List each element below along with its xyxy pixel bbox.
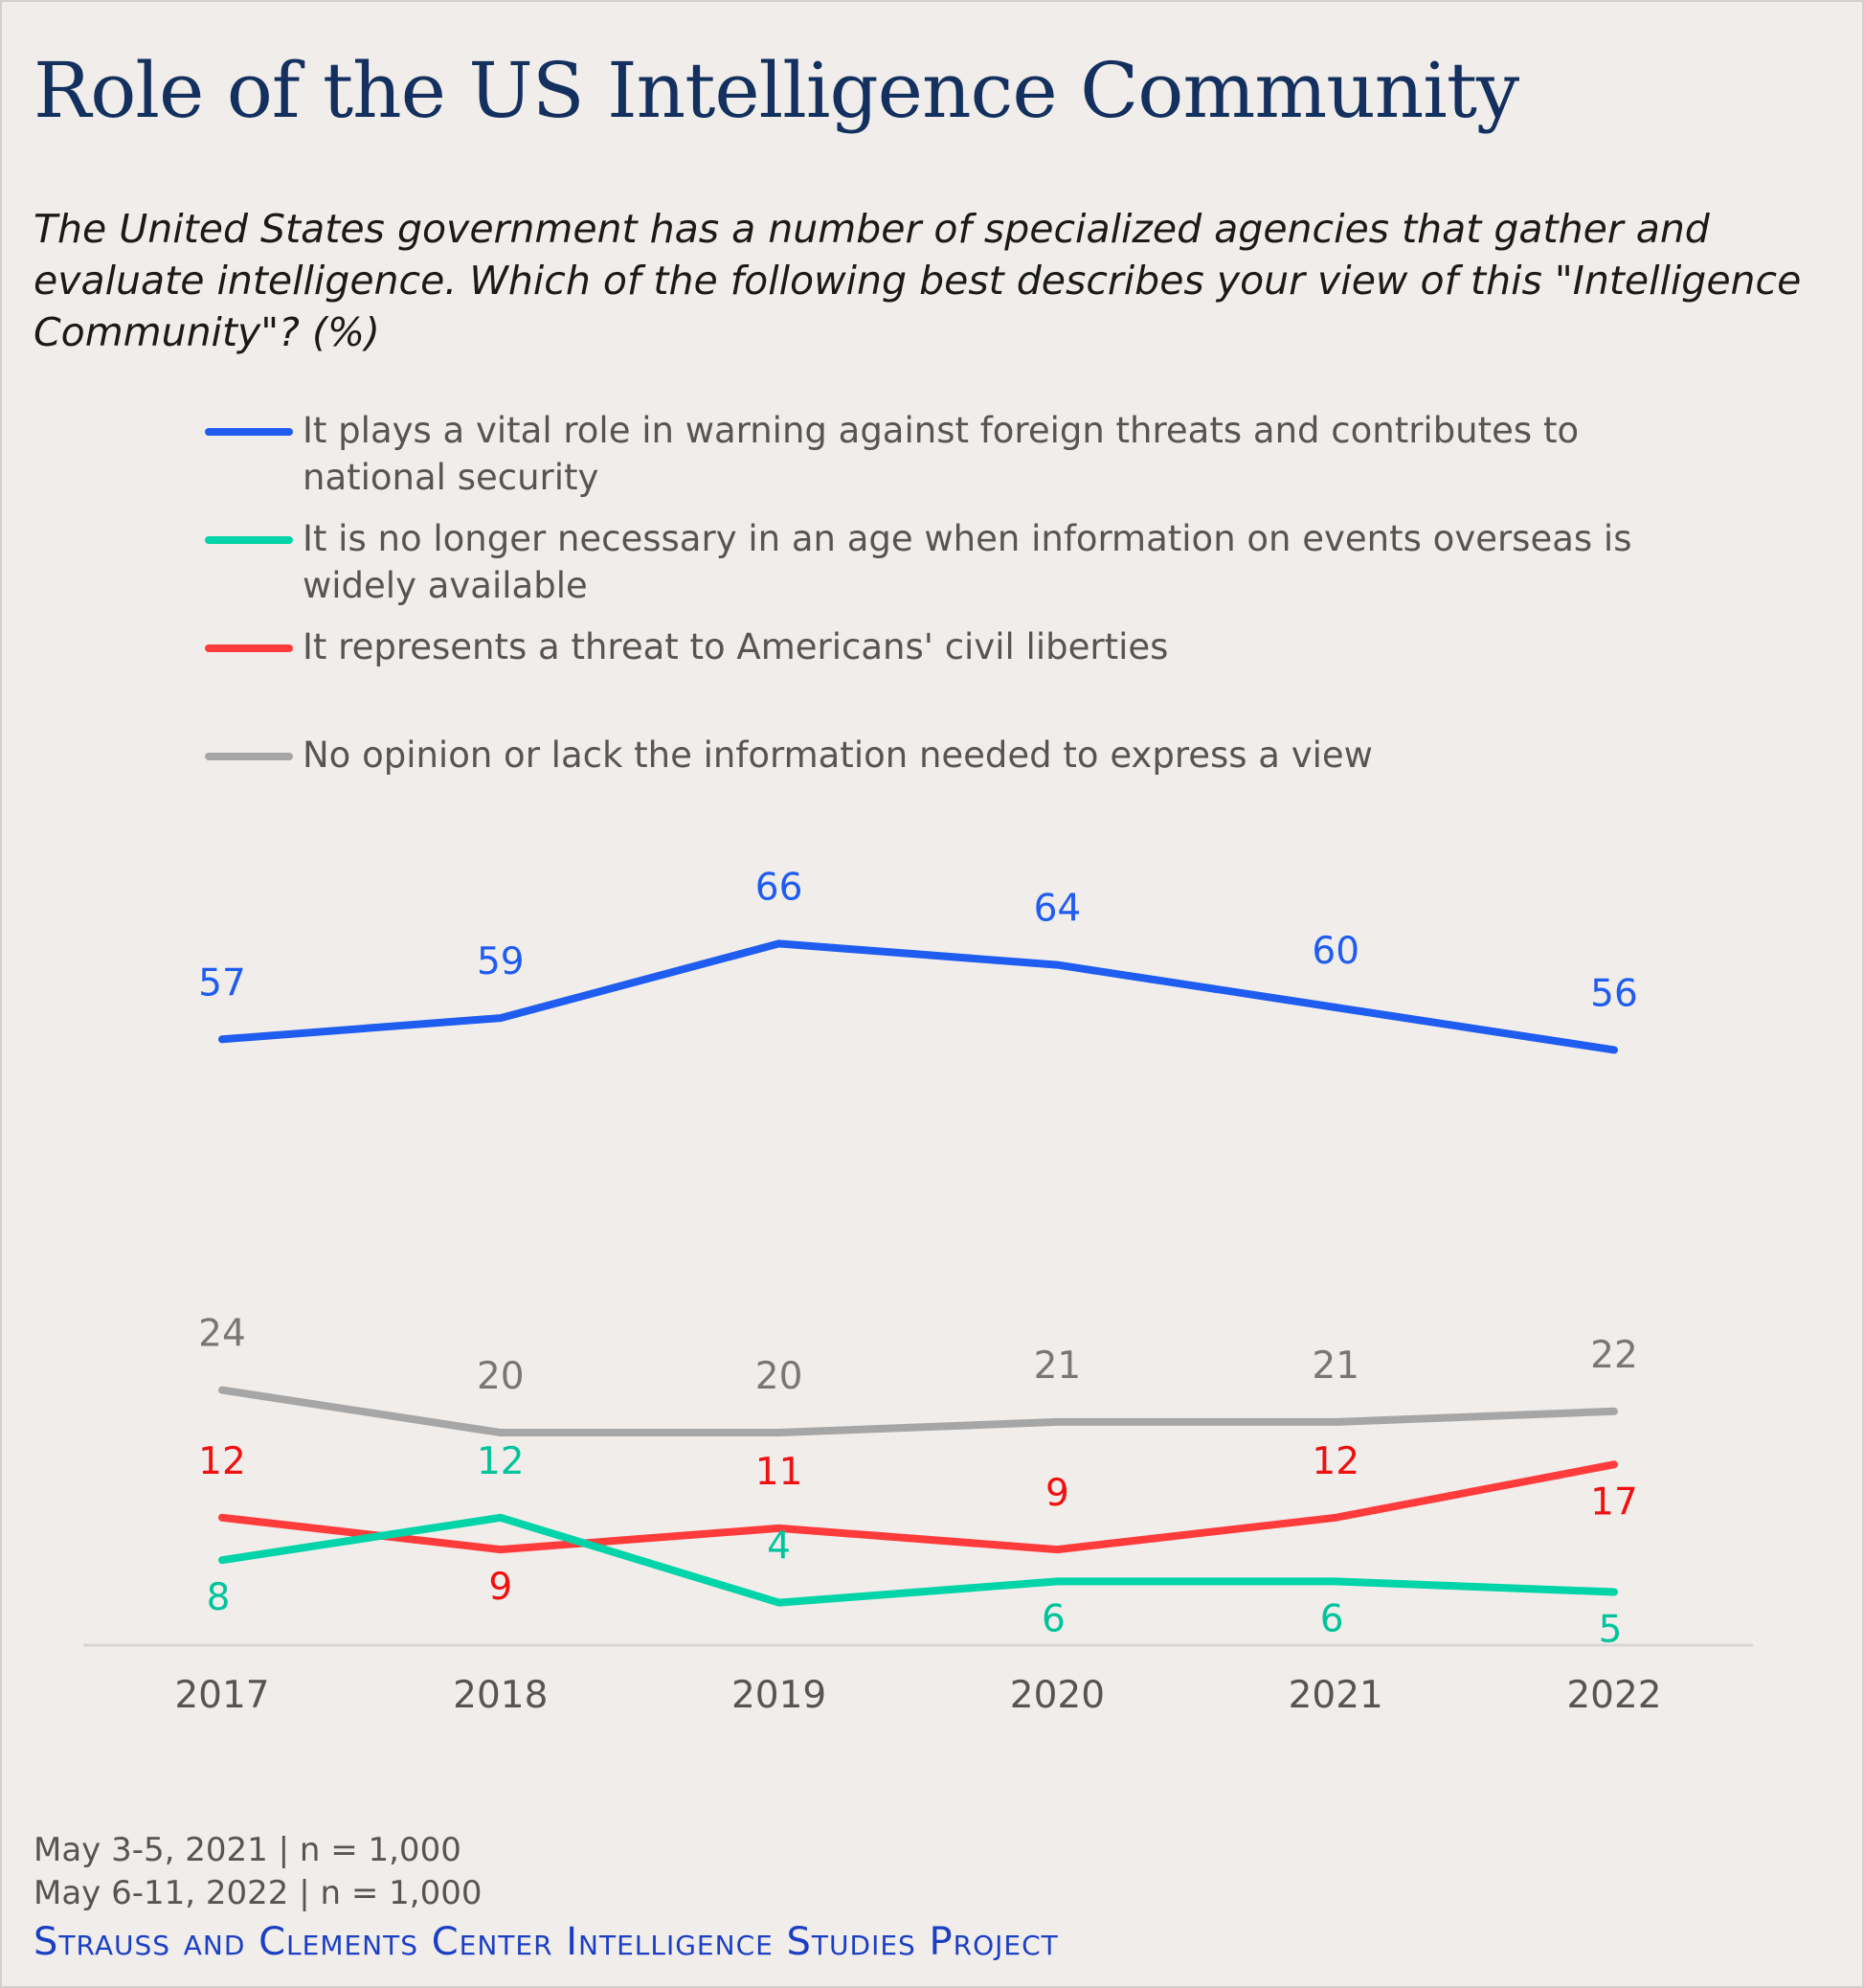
data-label: 6 [1320,1597,1344,1640]
data-label: 20 [477,1355,525,1398]
data-label: 60 [1312,930,1359,973]
data-label: 22 [1590,1334,1638,1377]
x-tick-label: 2022 [1566,1674,1661,1717]
series-line [218,939,1618,1054]
data-label: 64 [1034,888,1082,931]
chart-title: Role of the US Intelligence Community [34,46,1519,135]
legend-label: It plays a vital role in warning against… [303,410,1580,498]
legend-label: It is no longer necessary in an age when… [303,518,1632,606]
legend-swatch [205,753,293,760]
data-label: 12 [477,1440,525,1483]
x-tick-label: 2017 [174,1674,269,1717]
series-line [218,1513,1618,1607]
legend-label: It represents a threat to Americans' civ… [303,626,1169,667]
data-label: 17 [1590,1480,1638,1524]
sample-note-2021: May 3-5, 2021 | n = 1,000 [34,1831,461,1869]
legend: It plays a vital role in warning against… [205,407,1698,793]
legend-item-not-necessary: It is no longer necessary in an age when… [205,515,1698,609]
series-line [218,1460,1618,1554]
legend-swatch [205,536,293,544]
data-label: 12 [1312,1440,1359,1483]
data-label: 12 [198,1440,246,1483]
legend-item-vital-role: It plays a vital role in warning against… [205,407,1698,501]
series-line [218,1386,1618,1436]
legend-label: No opinion or lack the information neede… [303,734,1373,776]
x-tick-label: 2020 [1010,1674,1105,1717]
data-label: 4 [767,1525,791,1569]
legend-item-threat: It represents a threat to Americans' civ… [205,623,1698,670]
legend-swatch [205,644,293,652]
data-label: 20 [755,1355,803,1398]
data-label: 21 [1034,1344,1082,1388]
data-label: 11 [755,1451,803,1494]
source-credit: Strauss and Clements Center Intelligence… [34,1920,1059,1964]
x-tick-label: 2019 [731,1674,826,1717]
data-label: 21 [1312,1344,1359,1388]
data-label: 56 [1590,972,1638,1015]
x-tick-label: 2021 [1289,1674,1383,1717]
data-label: 57 [198,961,246,1005]
data-label: 5 [1599,1609,1623,1652]
data-label: 59 [477,940,525,983]
legend-item-no-opinion: No opinion or lack the information neede… [205,732,1698,779]
chart-subtitle: The United States government has a numbe… [34,206,1802,355]
data-label: 66 [755,866,803,909]
legend-swatch [205,428,293,436]
data-label: 6 [1042,1597,1066,1640]
data-label: 9 [488,1566,512,1609]
x-tick-label: 2018 [453,1674,548,1717]
data-label: 24 [198,1313,246,1356]
data-label: 8 [207,1576,231,1619]
sample-note-2022: May 6-11, 2022 | n = 1,000 [34,1874,483,1912]
data-label: 9 [1045,1472,1069,1515]
